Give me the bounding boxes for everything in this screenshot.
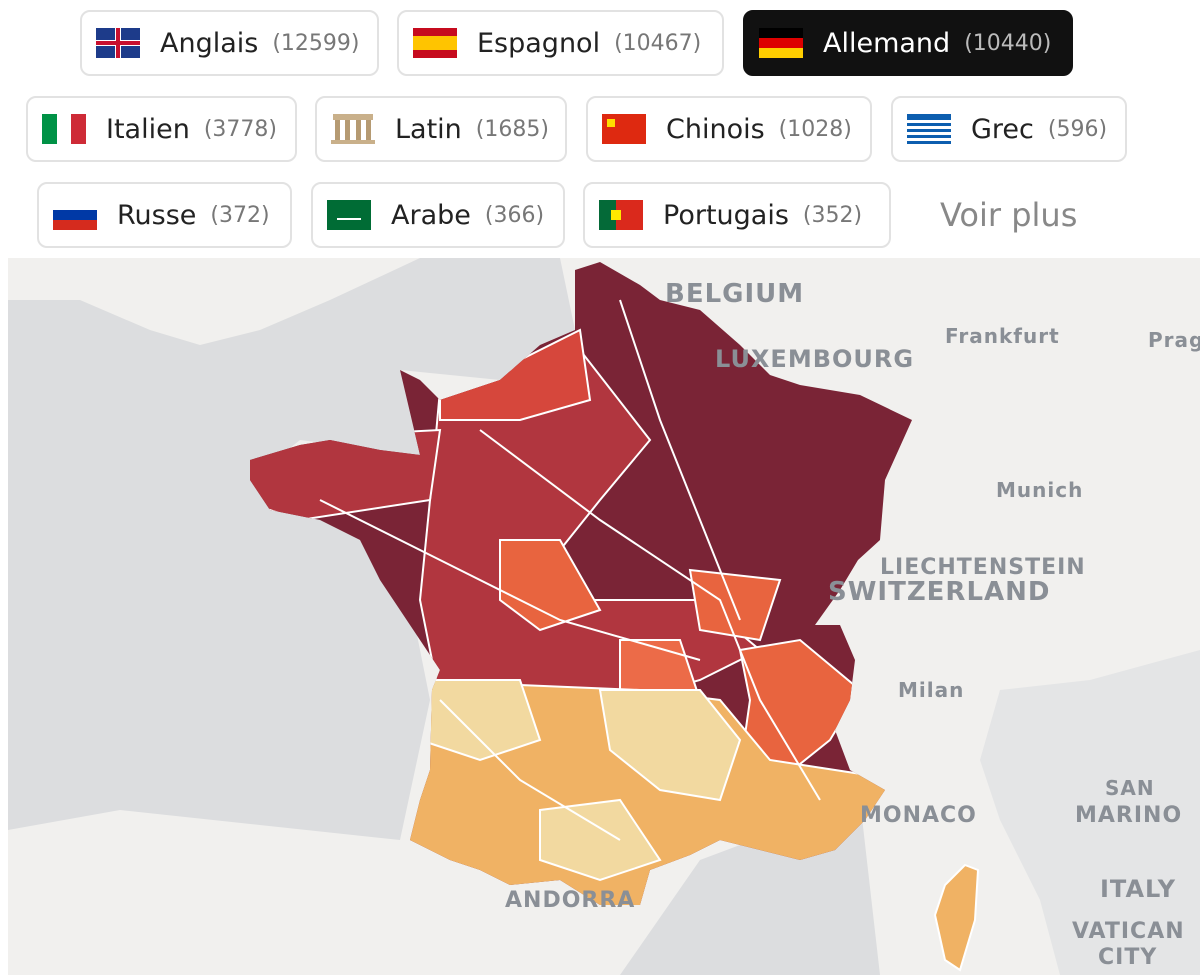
language-chip[interactable]: Latin (1685) xyxy=(315,96,567,162)
language-name: Chinois xyxy=(666,113,765,145)
language-chip[interactable]: Allemand (10440) xyxy=(743,10,1073,76)
language-chip[interactable]: Arabe (366) xyxy=(311,182,565,248)
flag-icon xyxy=(907,114,951,144)
map-label: SWITZERLAND xyxy=(828,577,1050,607)
map-label: Prague xyxy=(1148,328,1200,352)
flag-icon xyxy=(96,28,140,58)
language-count: (596) xyxy=(1047,116,1108,142)
flag-icon xyxy=(413,28,457,58)
map-label: CITY xyxy=(1098,945,1157,970)
flag-icon xyxy=(602,114,646,144)
map-label: Milan xyxy=(898,678,964,702)
language-name: Allemand xyxy=(823,27,951,59)
language-name: Russe xyxy=(117,199,197,231)
map-label: MONACO xyxy=(860,803,977,828)
map-label: SAN xyxy=(1105,776,1155,800)
language-name: Grec xyxy=(971,113,1034,145)
language-chip[interactable]: Espagnol (10467) xyxy=(397,10,724,76)
map-label: Munich xyxy=(996,478,1083,502)
language-name: Arabe xyxy=(391,199,471,231)
language-name: Espagnol xyxy=(477,27,601,59)
language-count: (10467) xyxy=(614,30,702,56)
language-chip[interactable]: Italien (3778) xyxy=(26,96,297,162)
language-count: (372) xyxy=(210,202,270,228)
language-chip[interactable]: Anglais (12599) xyxy=(80,10,379,76)
flag-icon xyxy=(53,200,97,230)
language-name: Portugais xyxy=(663,199,789,231)
language-count: (1028) xyxy=(778,116,852,142)
language-count: (352) xyxy=(802,202,863,228)
flag-icon xyxy=(327,200,371,230)
see-more[interactable]: Voir plus xyxy=(940,196,1078,234)
language-count: (12599) xyxy=(272,30,360,56)
language-count: (366) xyxy=(484,202,545,228)
map-label: LUXEMBOURG xyxy=(715,345,914,373)
language-chip[interactable]: Russe (372) xyxy=(37,182,292,248)
map-label: LIECHTENSTEIN xyxy=(880,555,1086,580)
map-label: ANDORRA xyxy=(505,888,635,913)
language-count: (3778) xyxy=(203,116,277,142)
language-name: Italien xyxy=(106,113,190,145)
language-chip[interactable]: Grec (596) xyxy=(891,96,1127,162)
language-chip[interactable]: Chinois (1028) xyxy=(586,96,872,162)
flag-icon xyxy=(599,200,643,230)
map-label: BELGIUM xyxy=(665,279,804,309)
map-label: MARINO xyxy=(1075,803,1182,828)
flag-icon xyxy=(759,28,803,58)
language-count: (1685) xyxy=(475,116,549,142)
language-count: (10440) xyxy=(964,30,1052,56)
map-label: ITALY xyxy=(1100,875,1176,903)
language-chip[interactable]: Portugais (352) xyxy=(583,182,891,248)
map-label: VATICAN xyxy=(1072,919,1185,944)
map: BELGIUM LUXEMBOURG Frankfurt Prague Munich LI… xyxy=(8,258,1200,975)
map-label: Frankfurt xyxy=(945,324,1060,348)
language-name: Latin xyxy=(395,113,462,145)
language-name: Anglais xyxy=(160,27,259,59)
flag-icon xyxy=(331,114,375,144)
flag-icon xyxy=(42,114,86,144)
